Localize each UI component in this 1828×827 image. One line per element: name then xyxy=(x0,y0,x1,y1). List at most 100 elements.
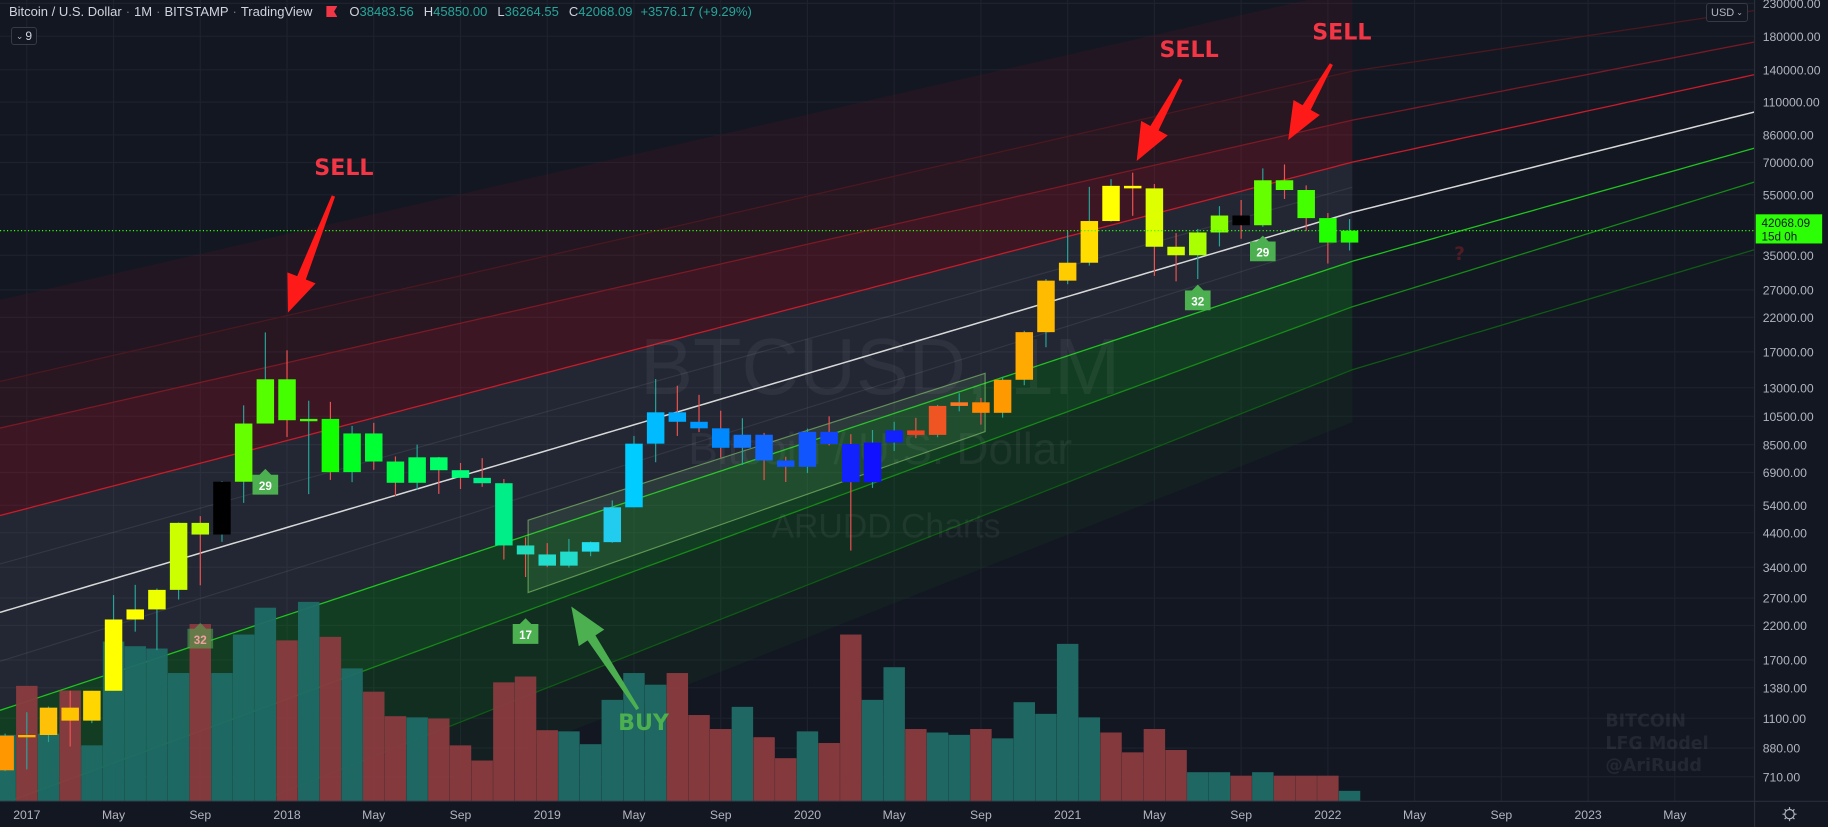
candle[interactable] xyxy=(1058,231,1077,285)
volume-bar xyxy=(861,699,884,802)
candle[interactable] xyxy=(1145,184,1164,276)
symbol-title[interactable]: Bitcoin / U.S. Dollar xyxy=(9,4,122,19)
candle[interactable] xyxy=(126,584,144,632)
candle[interactable] xyxy=(560,538,578,568)
time-tick-label: Sep xyxy=(450,808,472,822)
volume-bar xyxy=(1230,775,1252,802)
signal-badge[interactable]: 29 xyxy=(1249,235,1276,262)
price-axis-labels: 230000.00 180000.00 140000.00 110000.00 8600… xyxy=(1763,0,1821,784)
candle-body xyxy=(516,545,535,555)
candle[interactable] xyxy=(777,456,795,482)
sell-label: SELL xyxy=(1312,20,1371,46)
candle[interactable] xyxy=(928,404,947,438)
candle[interactable] xyxy=(451,462,470,489)
candle[interactable] xyxy=(256,332,275,424)
candle[interactable] xyxy=(18,712,36,770)
candle[interactable] xyxy=(473,458,491,487)
candle[interactable] xyxy=(842,434,860,551)
candle[interactable] xyxy=(885,421,903,452)
candle[interactable] xyxy=(1167,233,1185,282)
candle[interactable] xyxy=(343,425,361,483)
candle[interactable] xyxy=(993,376,1012,418)
candle[interactable] xyxy=(299,400,318,495)
candle[interactable] xyxy=(646,378,665,463)
gear-icon[interactable] xyxy=(1782,807,1797,822)
time-axis[interactable] xyxy=(0,801,1828,827)
candle[interactable] xyxy=(408,444,426,490)
last-price-tag-bg xyxy=(1755,214,1823,244)
signal-badge[interactable]: 17 xyxy=(512,618,539,644)
candle[interactable] xyxy=(39,706,58,743)
candle[interactable] xyxy=(972,397,990,425)
candle[interactable] xyxy=(83,690,101,724)
candle[interactable] xyxy=(798,428,817,474)
signal-badge[interactable]: 29 xyxy=(252,468,279,495)
candle[interactable] xyxy=(907,417,925,439)
flag-icon[interactable] xyxy=(326,6,338,17)
badge-shape xyxy=(1184,284,1211,311)
volume-bar xyxy=(796,731,819,802)
candle[interactable] xyxy=(1210,206,1229,247)
candle[interactable] xyxy=(516,537,535,577)
candle[interactable] xyxy=(1254,168,1272,227)
candle[interactable] xyxy=(625,435,643,508)
candle-body xyxy=(820,431,838,444)
candle[interactable] xyxy=(430,456,448,494)
price-tick-label: 27000.00 xyxy=(1763,284,1814,298)
candle[interactable] xyxy=(755,432,773,481)
volume-bar xyxy=(449,745,472,802)
candle[interactable] xyxy=(733,418,752,465)
chart-legend: Bitcoin / U.S. Dollar · 1M · BITSTAMP · Tra… xyxy=(9,4,752,19)
volume-bar xyxy=(37,733,60,802)
candle[interactable] xyxy=(668,385,687,436)
watermark-symbol: BTCUSD, 1M xyxy=(640,322,1120,411)
signal-badge[interactable]: 32 xyxy=(187,622,214,649)
candle[interactable] xyxy=(1297,185,1315,231)
candle[interactable] xyxy=(213,481,231,542)
indicators-toggle-button[interactable]: ⌄ 9 xyxy=(11,27,37,45)
currency-button[interactable]: USD ⌄ xyxy=(1706,3,1748,22)
candle-body xyxy=(61,707,79,721)
candle[interactable] xyxy=(1340,219,1359,251)
candle[interactable] xyxy=(1123,172,1142,216)
badge-shape xyxy=(252,468,279,495)
candle[interactable] xyxy=(104,595,123,691)
candle[interactable] xyxy=(1080,186,1099,266)
volume-bar xyxy=(232,634,255,802)
candle[interactable] xyxy=(1189,228,1207,280)
candle[interactable] xyxy=(386,456,405,497)
candle[interactable] xyxy=(690,394,708,433)
candle[interactable] xyxy=(169,522,188,600)
candle[interactable] xyxy=(61,690,79,747)
price-axis[interactable] xyxy=(1754,0,1828,827)
candle[interactable] xyxy=(581,541,600,557)
candle[interactable] xyxy=(538,543,556,568)
candle[interactable] xyxy=(321,401,340,480)
candle[interactable] xyxy=(0,733,14,772)
candle[interactable] xyxy=(820,416,838,446)
candle[interactable] xyxy=(863,430,882,488)
candle[interactable] xyxy=(1319,213,1337,264)
candle-body xyxy=(538,554,556,566)
candle-body xyxy=(863,442,882,483)
volume-bar xyxy=(146,648,168,802)
price-tick-label: 110000.00 xyxy=(1763,96,1820,110)
buy-channel-highlight[interactable] xyxy=(527,372,986,594)
candle[interactable] xyxy=(1232,199,1250,239)
candle[interactable] xyxy=(1102,179,1120,222)
candle[interactable] xyxy=(365,422,383,470)
candle[interactable] xyxy=(711,410,730,458)
candle[interactable] xyxy=(950,393,968,412)
candle[interactable] xyxy=(495,479,513,560)
candle[interactable] xyxy=(148,588,166,651)
candle[interactable] xyxy=(1015,330,1034,386)
candle[interactable] xyxy=(234,405,253,503)
candle[interactable] xyxy=(1275,164,1294,199)
signal-badge[interactable]: 32 xyxy=(1184,284,1211,311)
volume-bar xyxy=(319,636,342,802)
candle[interactable] xyxy=(278,350,296,437)
candle[interactable] xyxy=(191,516,210,586)
candle[interactable] xyxy=(1037,279,1055,348)
candle[interactable] xyxy=(603,500,622,543)
